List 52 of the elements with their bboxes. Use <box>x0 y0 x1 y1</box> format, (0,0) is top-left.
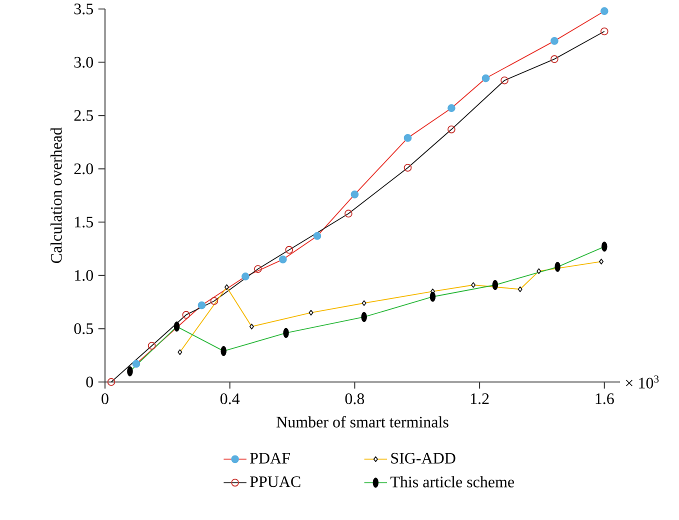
y-tick-label: 1.5 <box>75 216 94 228</box>
point <box>198 301 206 310</box>
point <box>285 246 294 254</box>
point <box>254 265 262 273</box>
point <box>313 232 322 240</box>
point <box>550 37 558 45</box>
point <box>132 360 140 368</box>
point <box>600 27 608 36</box>
point <box>536 268 542 274</box>
point <box>500 76 508 84</box>
point <box>448 104 456 112</box>
point <box>550 55 558 64</box>
point <box>224 284 229 290</box>
point <box>308 310 314 316</box>
x-tick-label: 0.4 <box>220 393 240 404</box>
point <box>350 190 359 198</box>
point <box>404 164 412 172</box>
x-tick-label: 1.6 <box>596 393 614 404</box>
y-tick-label: 2.0 <box>74 163 94 174</box>
y-tick-label: 3.0 <box>74 56 94 68</box>
point <box>249 324 254 330</box>
point <box>448 125 456 134</box>
legend-label: PDAF <box>250 452 290 464</box>
legend-label: SIG-ADD <box>391 452 456 464</box>
legend-label: PPUAC <box>250 476 300 488</box>
y-tick-label: 0 <box>86 376 94 388</box>
y-tick-label: 3.5 <box>74 4 94 14</box>
x-tick-label: 0 <box>102 393 108 404</box>
y-tick-label: 1.0 <box>75 270 94 281</box>
x-tick-label: 0.8 <box>345 393 364 404</box>
x-axis-title: Number of smart terminals <box>276 416 448 428</box>
x-tick-label: 1.2 <box>470 393 489 404</box>
point <box>107 378 116 386</box>
point <box>471 282 476 288</box>
text: × 10$^{3}$ <box>626 375 659 388</box>
point <box>278 255 287 264</box>
point <box>404 134 412 142</box>
point <box>599 258 604 264</box>
point <box>482 74 490 82</box>
point <box>182 310 190 319</box>
y-tick-label: 2.5 <box>74 110 94 121</box>
point <box>600 7 608 16</box>
point <box>148 342 156 350</box>
point <box>178 349 182 356</box>
point <box>344 210 352 218</box>
point <box>518 286 522 292</box>
point <box>242 272 250 280</box>
y-axis-title: Calculation overhead <box>50 127 62 264</box>
y-tick-label: 0.5 <box>74 323 94 334</box>
point <box>210 297 218 305</box>
legend-label: This article scheme <box>390 476 514 488</box>
point <box>362 300 366 306</box>
